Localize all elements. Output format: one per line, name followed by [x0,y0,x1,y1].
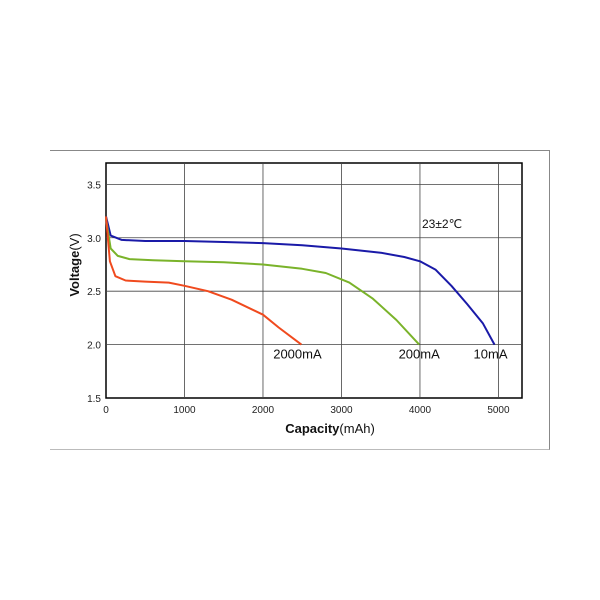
temperature-annotation: 23±2℃ [422,217,462,231]
x-tick-label: 0 [103,405,109,416]
x-tick-label: 4000 [409,405,432,416]
y-tick-label: 3.5 [87,180,101,191]
y-tick-labels: 1.5 2.0 2.5 3.0 3.5 [87,180,101,405]
y-tick-label: 2.0 [87,341,101,352]
plot-area [105,162,523,399]
x-axis-title: Capacity(mAh) [285,421,375,436]
x-tick-label: 1000 [173,405,196,416]
grid-lines [106,163,522,398]
y-tick-label: 1.5 [87,394,101,405]
x-tick-label: 2000 [252,405,275,416]
series-layer [105,216,496,346]
x-tick-labels: 0 1000 2000 3000 4000 5000 [103,405,510,416]
x-tick-label: 5000 [487,405,510,416]
y-tick-label: 3.0 [87,234,101,245]
y-axis-title-main: Voltage [67,251,82,297]
y-tick-label: 2.5 [87,287,101,298]
series-label-10mA: 10mA [474,347,508,362]
series-line-200mA [105,218,420,346]
series-label-2000mA: 2000mA [273,347,322,362]
chart-frame [50,150,550,450]
y-axis-title: Voltage(V) [67,233,82,296]
series-line-10mA [105,216,496,346]
x-axis-title-main: Capacity [285,421,340,436]
x-tick-label: 3000 [330,405,353,416]
y-axis-title-unit: (V) [67,233,82,250]
x-axis-title-unit: (mAh) [339,421,374,436]
series-label-200mA: 200mA [399,347,441,362]
series-line-2000mA [105,216,303,346]
series-labels: 10mA 200mA 2000mA [273,347,508,362]
